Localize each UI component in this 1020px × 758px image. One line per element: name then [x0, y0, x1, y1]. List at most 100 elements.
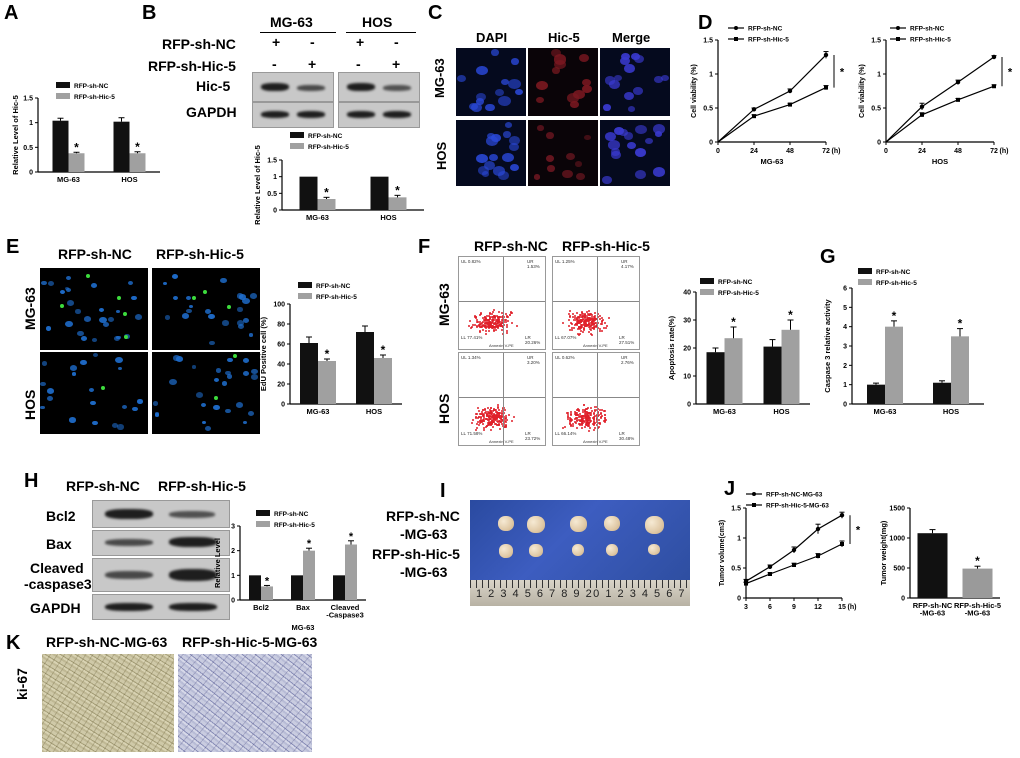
- micrograph-dapi-mg63: [456, 48, 526, 116]
- cell-nucleus: [71, 372, 77, 376]
- flow-event: [577, 327, 580, 330]
- flow-event: [504, 415, 507, 418]
- quadrant-value: LL 71.58%: [461, 431, 483, 436]
- cell-nucleus: [226, 374, 233, 380]
- flow-event: [572, 424, 575, 427]
- bar: [318, 361, 336, 404]
- significance-star: *: [349, 531, 354, 543]
- flow-event: [574, 323, 577, 326]
- flow-event: [578, 325, 581, 328]
- flow-event: [486, 315, 489, 318]
- tumor-label-hic-sub: -MG-63: [400, 564, 448, 580]
- flow-event: [588, 319, 591, 322]
- flow-event: [486, 421, 489, 424]
- legend-marker: [752, 492, 756, 496]
- flow-event: [516, 324, 519, 327]
- flow-event: [498, 419, 501, 422]
- flow-event: [479, 329, 482, 332]
- flow-event: [505, 326, 508, 329]
- flow-event: [575, 421, 578, 424]
- cell-nucleus: [613, 75, 622, 82]
- flow-event: [506, 319, 509, 322]
- flow-event: [470, 326, 473, 329]
- ihc-image-hic: [178, 654, 312, 752]
- flow-event: [593, 325, 596, 328]
- cell-nucleus: [515, 89, 523, 96]
- flow-event: [493, 420, 496, 423]
- cell-nucleus: [565, 152, 575, 161]
- cell-nucleus: [485, 103, 495, 112]
- flow-event: [591, 313, 594, 316]
- flow-x-axis-label: Annexin V-PE: [583, 343, 608, 348]
- flow-event: [594, 322, 597, 325]
- flow-event: [475, 416, 478, 419]
- edu-positive-cell: [226, 304, 231, 309]
- flow-event: [587, 323, 590, 326]
- flow-event: [567, 416, 570, 419]
- cell-nucleus: [533, 174, 541, 180]
- flow-event: [479, 326, 481, 329]
- flow-event: [583, 404, 586, 407]
- legend-label: RFP-sh-NC: [316, 283, 351, 290]
- significance-star: *: [958, 317, 963, 331]
- flow-event: [488, 418, 491, 421]
- flow-event: [496, 416, 499, 419]
- flow-event: [586, 407, 589, 410]
- cell-nucleus: [220, 277, 227, 284]
- data-point: [744, 581, 748, 586]
- cell-nucleus: [510, 163, 520, 171]
- x-category-label: HOS: [943, 407, 959, 416]
- panel-label-g: G: [820, 246, 836, 268]
- y-tick-label: 1: [877, 72, 881, 79]
- flow-event: [581, 318, 584, 321]
- cell-nucleus: [510, 58, 519, 65]
- flow-event: [589, 319, 592, 322]
- cell-nucleus: [498, 171, 510, 180]
- flow-event: [594, 409, 597, 412]
- cell-nucleus: [562, 169, 573, 178]
- flow-event: [584, 416, 587, 419]
- y-tick-label: 0: [687, 402, 691, 409]
- cell-nucleus: [154, 413, 159, 417]
- flow-event: [503, 415, 506, 418]
- flow-event: [497, 409, 500, 412]
- cell-nucleus: [627, 142, 637, 150]
- cell-nucleus: [654, 76, 663, 83]
- flow-event: [584, 322, 587, 325]
- cell-nucleus: [536, 81, 548, 91]
- legend-swatch: [700, 278, 714, 284]
- cell-nucleus: [502, 152, 514, 163]
- flow-event: [573, 411, 576, 414]
- flow-event: [573, 327, 576, 330]
- cell-nucleus: [93, 352, 99, 357]
- flow-event: [498, 414, 501, 417]
- flow-event: [602, 318, 605, 321]
- cell-nucleus: [200, 403, 207, 408]
- legend-swatch: [256, 510, 270, 516]
- flow-event: [491, 422, 494, 425]
- flow-event: [474, 315, 477, 318]
- flow-event: [487, 329, 490, 332]
- flow-event: [600, 413, 603, 416]
- flow-event: [589, 414, 592, 417]
- flow-event: [578, 314, 581, 317]
- y-tick-label: 0: [29, 170, 33, 177]
- cell-nucleus: [81, 336, 88, 341]
- y-tick-label: 20: [277, 382, 285, 389]
- quadrant-value: LR 23.72%: [525, 431, 541, 441]
- cell-nucleus: [208, 314, 215, 320]
- data-point: [840, 542, 844, 546]
- flow-event: [587, 417, 590, 420]
- flow-event: [562, 322, 565, 325]
- flow-event: [495, 319, 498, 322]
- data-point: [920, 112, 924, 117]
- legend-swatch: [858, 268, 872, 274]
- flow-event: [570, 329, 573, 332]
- flow-event: [584, 312, 587, 315]
- flow-event: [493, 418, 496, 421]
- cell-nucleus: [117, 366, 123, 371]
- flow-event: [570, 412, 573, 415]
- quadrant-line: [459, 397, 545, 398]
- cell-nucleus: [477, 165, 490, 175]
- edu-image-hos-nc: [40, 352, 148, 434]
